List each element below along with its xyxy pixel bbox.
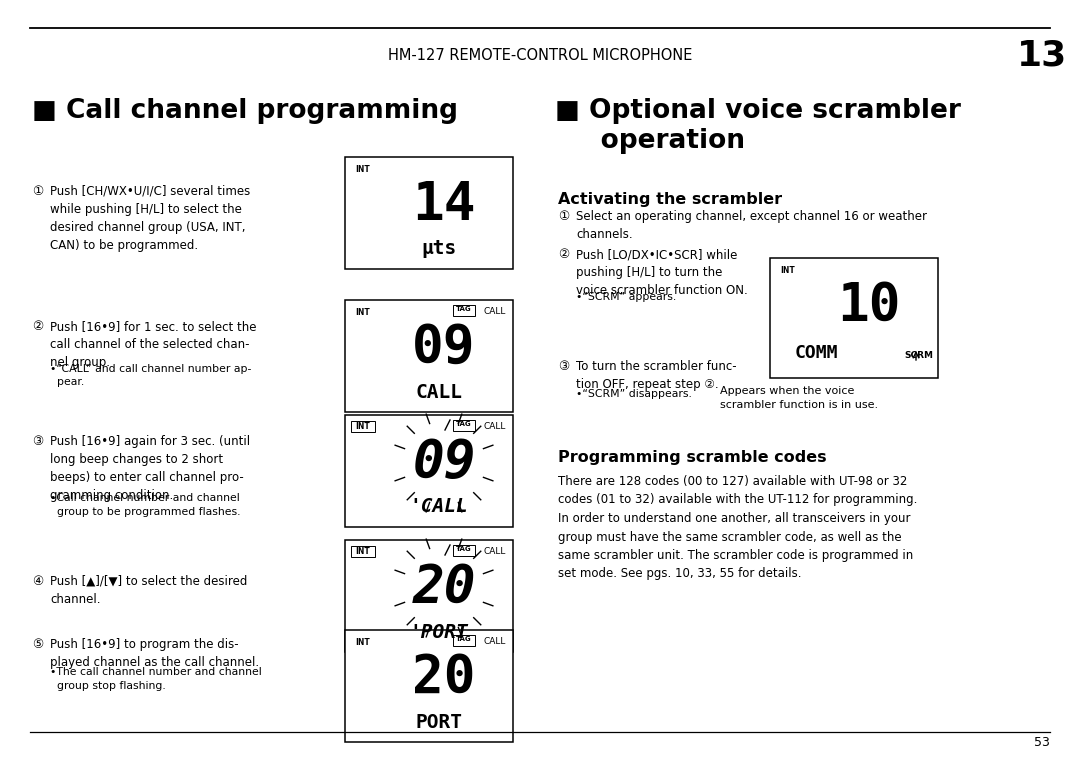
- Text: PORT: PORT: [416, 712, 462, 732]
- Bar: [351, 546, 375, 557]
- Text: μts: μts: [421, 239, 457, 258]
- Text: •Call channel number and channel
  group to be programmed flashes.: •Call channel number and channel group t…: [50, 493, 241, 517]
- Text: ④: ④: [32, 575, 43, 588]
- Text: INT: INT: [355, 422, 370, 431]
- Text: 'CALL: 'CALL: [409, 498, 469, 517]
- Text: 14: 14: [413, 179, 476, 231]
- Text: 10: 10: [837, 280, 901, 332]
- Text: Activating the scrambler: Activating the scrambler: [558, 192, 782, 207]
- Text: 13: 13: [1017, 38, 1067, 72]
- Text: •“SCRM” disappears.: •“SCRM” disappears.: [576, 389, 692, 399]
- Text: INT: INT: [780, 266, 795, 275]
- Text: ①: ①: [558, 210, 569, 223]
- Text: ⑤: ⑤: [32, 638, 43, 651]
- Text: 20: 20: [413, 562, 476, 614]
- Text: ■ Call channel programming: ■ Call channel programming: [32, 98, 458, 124]
- Text: TAG: TAG: [456, 421, 472, 427]
- Text: TAG: TAG: [456, 636, 472, 642]
- Text: CALL: CALL: [484, 547, 507, 556]
- Text: CALL: CALL: [484, 422, 507, 431]
- Text: 20: 20: [413, 652, 476, 704]
- Text: Push [16•9] for 1 sec. to select the
call channel of the selected chan-
nel grou: Push [16•9] for 1 sec. to select the cal…: [50, 320, 257, 369]
- Text: Appears when the voice
scrambler function is in use.: Appears when the voice scrambler functio…: [720, 386, 878, 410]
- Bar: [351, 421, 375, 432]
- FancyBboxPatch shape: [345, 300, 513, 412]
- Text: Push [LO/DX•IC•SCR] while
pushing [H/L] to turn the
voice scrambler function ON.: Push [LO/DX•IC•SCR] while pushing [H/L] …: [576, 248, 747, 297]
- Text: ③: ③: [32, 435, 43, 448]
- Text: ②: ②: [558, 248, 569, 261]
- Text: HM-127 REMOTE-CONTROL MICROPHONE: HM-127 REMOTE-CONTROL MICROPHONE: [388, 48, 692, 63]
- Text: CALL: CALL: [484, 307, 507, 316]
- FancyBboxPatch shape: [345, 415, 513, 527]
- Text: 09: 09: [413, 322, 476, 374]
- Bar: [453, 305, 475, 316]
- Bar: [453, 545, 475, 556]
- Text: Push [16•9] again for 3 sec. (until
long beep changes to 2 short
beeps) to enter: Push [16•9] again for 3 sec. (until long…: [50, 435, 251, 502]
- Text: ③: ③: [558, 360, 569, 373]
- Text: 'PORT: 'PORT: [409, 623, 469, 642]
- Text: •“SCRM” appears.: •“SCRM” appears.: [576, 292, 676, 302]
- Bar: [453, 420, 475, 431]
- Text: •The call channel number and channel
  group stop flashing.: •The call channel number and channel gro…: [50, 667, 261, 690]
- Text: ■ Optional voice scrambler: ■ Optional voice scrambler: [555, 98, 961, 124]
- Text: •“CALL” and call channel number ap-
  pear.: •“CALL” and call channel number ap- pear…: [50, 363, 252, 387]
- Text: TAG: TAG: [456, 306, 472, 312]
- FancyBboxPatch shape: [345, 630, 513, 742]
- Text: SCRM: SCRM: [904, 351, 933, 360]
- Text: There are 128 codes (00 to 127) available with UT-98 or 32
codes (01 to 32) avai: There are 128 codes (00 to 127) availabl…: [558, 475, 917, 581]
- Text: To turn the scrambler func-
tion OFF, repeat step ②.: To turn the scrambler func- tion OFF, re…: [576, 360, 737, 391]
- Text: INT: INT: [355, 165, 369, 174]
- FancyBboxPatch shape: [345, 157, 513, 269]
- Text: Select an operating channel, except channel 16 or weather
channels.: Select an operating channel, except chan…: [576, 210, 927, 241]
- FancyBboxPatch shape: [345, 540, 513, 652]
- Text: CALL: CALL: [416, 383, 462, 402]
- Text: 53: 53: [1034, 736, 1050, 749]
- Text: Push [CH/WX•U/I/C] several times
while pushing [H/L] to select the
desired chann: Push [CH/WX•U/I/C] several times while p…: [50, 185, 251, 252]
- Text: CALL: CALL: [484, 637, 507, 646]
- Text: COMM: COMM: [795, 344, 838, 362]
- Text: Push [▲]/[▼] to select the desired
channel.: Push [▲]/[▼] to select the desired chann…: [50, 575, 247, 606]
- Text: Programming scramble codes: Programming scramble codes: [558, 450, 826, 465]
- Text: 09: 09: [413, 437, 476, 489]
- FancyBboxPatch shape: [770, 258, 939, 378]
- Text: INT: INT: [355, 547, 370, 556]
- Text: Push [16•9] to program the dis-
played channel as the call channel.: Push [16•9] to program the dis- played c…: [50, 638, 259, 669]
- Text: INT: INT: [355, 638, 369, 647]
- Text: ①: ①: [32, 185, 43, 198]
- Bar: [453, 635, 475, 646]
- Text: INT: INT: [355, 308, 369, 317]
- Text: ②: ②: [32, 320, 43, 333]
- Text: operation: operation: [555, 128, 745, 154]
- Text: TAG: TAG: [456, 546, 472, 552]
